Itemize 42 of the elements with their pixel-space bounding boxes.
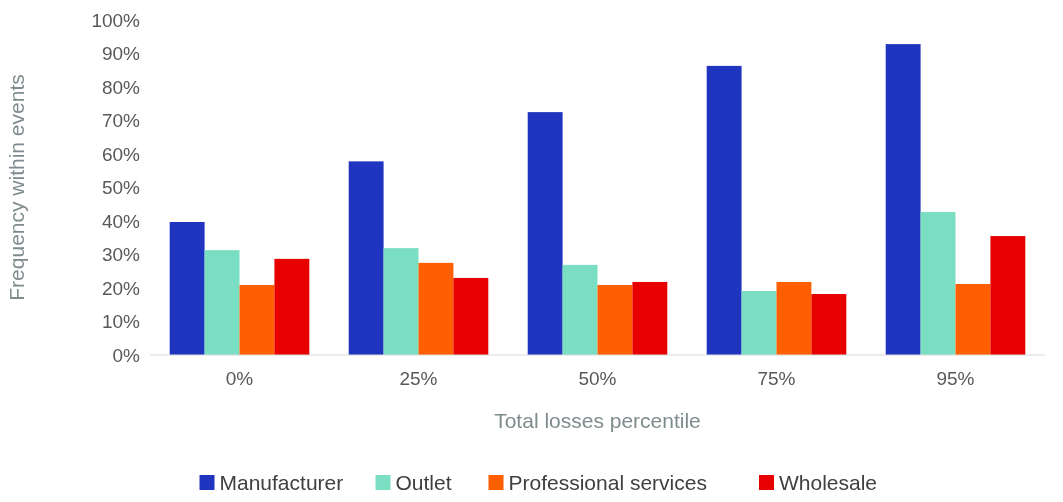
legend-label: Manufacturer xyxy=(219,471,344,494)
bar xyxy=(418,262,454,355)
x-tick-label: 0% xyxy=(225,368,254,389)
bar xyxy=(990,236,1026,355)
bar xyxy=(204,250,240,355)
legend-label: Professional services xyxy=(508,471,707,494)
bar xyxy=(920,211,956,355)
bar xyxy=(239,284,275,355)
y-tick-label: 50% xyxy=(101,177,141,199)
y-tick-label: 40% xyxy=(101,210,141,232)
bar xyxy=(706,65,742,355)
bar xyxy=(741,291,777,355)
bar xyxy=(274,258,310,355)
x-tick-label: 95% xyxy=(936,368,975,389)
bar xyxy=(562,264,598,355)
x-tick-label: 75% xyxy=(757,368,796,389)
y-tick-label: 10% xyxy=(101,311,141,333)
y-axis-title: Frequency within events xyxy=(5,74,28,301)
x-axis-title: Total losses percentile xyxy=(494,409,701,432)
bar xyxy=(811,294,847,355)
bar xyxy=(348,161,384,355)
x-tick-label: 50% xyxy=(578,368,617,389)
y-tick-label: 70% xyxy=(101,110,141,132)
y-tick-label: 60% xyxy=(101,143,141,165)
bar xyxy=(776,281,812,355)
y-tick-label: 0% xyxy=(112,344,141,366)
x-tick-label: 25% xyxy=(399,368,438,389)
bar xyxy=(597,284,633,355)
bar xyxy=(169,222,205,355)
legend-label: Wholesale xyxy=(779,471,878,494)
y-tick-label: 20% xyxy=(101,277,141,299)
y-tick-label: 80% xyxy=(101,76,141,98)
bar xyxy=(527,112,563,355)
bar xyxy=(383,248,419,355)
y-tick-label: 30% xyxy=(101,244,141,266)
bar xyxy=(632,281,668,355)
y-tick-label: 100% xyxy=(91,9,141,31)
bar xyxy=(453,277,489,355)
legend-label: Outlet xyxy=(395,471,452,494)
bar xyxy=(885,44,921,355)
bar xyxy=(955,283,991,355)
y-tick-label: 90% xyxy=(101,43,141,65)
